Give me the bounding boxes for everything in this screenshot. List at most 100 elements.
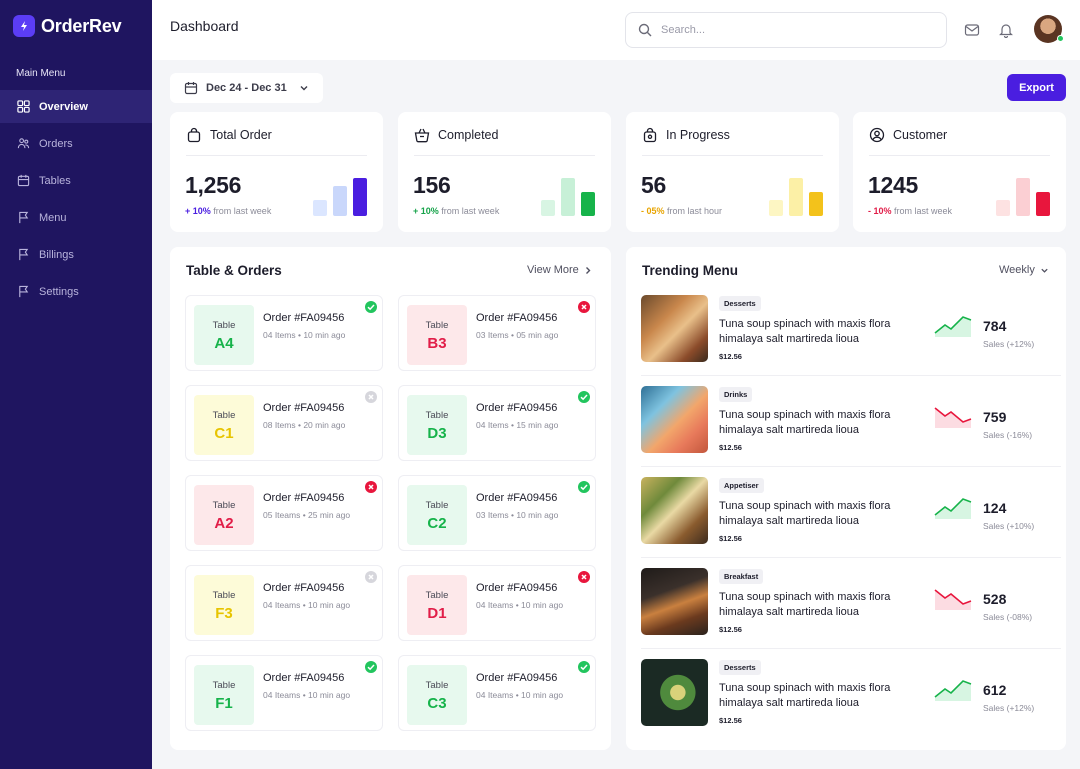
order-card[interactable]: Table F1 Order #FA09456 04 Iteams • 10 min … <box>185 655 383 731</box>
flag-icon <box>19 211 29 224</box>
item-line-2: himalaya salt martireda lioua <box>719 424 860 436</box>
stat-card-total-order: Total Order 1,256 + 10% from last week <box>170 112 383 232</box>
trending-item[interactable]: Desserts Tuna soup spinach with maxis flo… <box>641 295 1051 363</box>
item-price: $12.56 <box>719 443 742 452</box>
stat-note: - 10% from last week <box>868 206 952 216</box>
trending-item[interactable]: Breakfast Tuna soup spinach with maxis fl… <box>641 568 1051 636</box>
order-card[interactable]: Table B3 Order #FA09456 03 Items • 05 min a… <box>398 295 596 371</box>
chevron-down-icon <box>300 86 308 91</box>
order-label: Order <box>263 402 292 414</box>
sales-change: Sales (-16%) <box>983 430 1033 440</box>
order-time: 10 min ago <box>521 600 564 610</box>
date-range-picker[interactable]: Dec 24 - Dec 31 <box>170 73 323 103</box>
export-button[interactable]: Export <box>1007 74 1066 101</box>
online-status-dot <box>1057 35 1064 42</box>
order-id: #FA09456 <box>507 672 558 684</box>
order-id: #FA09456 <box>294 312 345 324</box>
order-card[interactable]: Table F3 Order #FA09456 04 Iteams • 10 min … <box>185 565 383 641</box>
table-code: D3 <box>427 425 447 442</box>
divider <box>186 155 367 156</box>
mini-bar <box>333 186 347 216</box>
order-card[interactable]: Table C3 Order #FA09456 04 Iteams • 10 min … <box>398 655 596 731</box>
table-badge: Table D3 <box>407 395 467 455</box>
mini-bar <box>541 200 555 216</box>
order-meta: 08 Items • 20 min ago <box>263 420 346 430</box>
order-card[interactable]: Table D3 Order #FA09456 04 Items • 15 min a… <box>398 385 596 461</box>
search-input[interactable] <box>661 24 921 36</box>
trending-menu-panel: Trending Menu Weekly Desserts Tuna soup s… <box>626 247 1066 750</box>
order-label: Order <box>476 312 505 324</box>
view-more-link[interactable]: View More <box>527 264 592 276</box>
stat-note: - 05% from last hour <box>641 206 722 216</box>
search-box[interactable] <box>625 12 947 48</box>
item-price: $12.56 <box>719 534 742 543</box>
order-id: #FA09456 <box>294 672 345 684</box>
bell-icon[interactable] <box>998 22 1014 38</box>
page-title: Dashboard <box>170 18 239 34</box>
mini-bar <box>561 178 575 216</box>
order-items: 03 Items <box>476 510 509 520</box>
basket-icon <box>414 128 430 143</box>
table-badge: Table F1 <box>194 665 254 725</box>
sales-value: 759 <box>983 409 1007 425</box>
stat-card-customer: Customer 1245 - 10% from last week <box>853 112 1066 232</box>
trending-item[interactable]: Appetiser Tuna soup spinach with maxis fl… <box>641 477 1051 545</box>
sidebar-item-orders[interactable]: Orders <box>0 127 152 160</box>
item-price: $12.56 <box>719 352 742 361</box>
order-label: Order <box>476 672 505 684</box>
divider <box>641 375 1061 376</box>
mini-bar <box>1016 178 1030 216</box>
trend-up-sparkline <box>934 498 972 519</box>
order-card[interactable]: Table C1 Order #FA09456 08 Items • 20 min a… <box>185 385 383 461</box>
trending-item[interactable]: Desserts Tuna soup spinach with maxis flo… <box>641 659 1051 727</box>
stat-period: from last week <box>213 206 272 216</box>
table-code: C3 <box>427 695 447 712</box>
sidebar-item-tables[interactable]: Tables <box>0 164 152 197</box>
sidebar-item-menu[interactable]: Menu <box>0 201 152 234</box>
order-card[interactable]: Table C2 Order #FA09456 03 Items • 10 min a… <box>398 475 596 551</box>
table-code: A4 <box>214 335 234 352</box>
sidebar-item-billings[interactable]: Billings <box>0 238 152 271</box>
brand[interactable]: OrderRev <box>0 0 152 52</box>
order-id: #FA09456 <box>507 312 558 324</box>
stat-card-completed: Completed 156 + 10% from last week <box>398 112 611 232</box>
category-badge: Drinks <box>719 387 753 402</box>
trend-down-sparkline <box>934 589 972 610</box>
avatar[interactable] <box>1034 15 1064 43</box>
order-label: Order <box>263 672 292 684</box>
item-description: Tuna soup spinach with maxis flora himala… <box>719 317 919 347</box>
chevron-down-icon <box>1041 268 1048 273</box>
food-thumbnail <box>641 295 708 362</box>
flag-icon <box>19 248 29 261</box>
stat-value: 1245 <box>868 172 918 198</box>
table-badge: Table C1 <box>194 395 254 455</box>
mail-icon[interactable] <box>964 22 980 38</box>
trending-item[interactable]: Drinks Tuna soup spinach with maxis flora… <box>641 386 1051 454</box>
divider <box>869 155 1050 156</box>
order-card[interactable]: Table A2 Order #FA09456 05 Iteams • 25 min … <box>185 475 383 551</box>
mini-bar <box>1036 192 1050 216</box>
stat-period: from last hour <box>667 206 723 216</box>
food-thumbnail <box>641 477 708 544</box>
order-card[interactable]: Table A4 Order #FA09456 04 Items • 10 min a… <box>185 295 383 371</box>
order-items: 04 Iteams <box>476 690 514 700</box>
sidebar-item-overview[interactable]: Overview <box>0 90 152 123</box>
item-line-1: Tuna soup spinach with maxis flora <box>719 409 891 421</box>
weekly-filter-dropdown[interactable]: Weekly <box>999 264 1049 276</box>
sidebar-item-settings[interactable]: Settings <box>0 275 152 308</box>
order-title: Order #FA09456 <box>263 582 344 594</box>
order-card[interactable]: Table D1 Order #FA09456 04 Iteams • 10 min … <box>398 565 596 641</box>
brand-name: OrderRev <box>41 15 122 36</box>
divider <box>414 155 595 156</box>
panel-title: Table & Orders <box>186 263 282 278</box>
table-code: F1 <box>215 695 233 712</box>
sidebar-item-label: Billings <box>39 248 74 261</box>
table-code: A2 <box>214 515 234 532</box>
sales-value: 612 <box>983 682 1007 698</box>
sales-value: 124 <box>983 500 1007 516</box>
item-description: Tuna soup spinach with maxis flora himala… <box>719 590 919 620</box>
chevron-right-icon <box>585 266 591 274</box>
table-label: Table <box>212 320 236 331</box>
item-description: Tuna soup spinach with maxis flora himala… <box>719 681 919 711</box>
order-items: 04 Iteams <box>263 690 301 700</box>
